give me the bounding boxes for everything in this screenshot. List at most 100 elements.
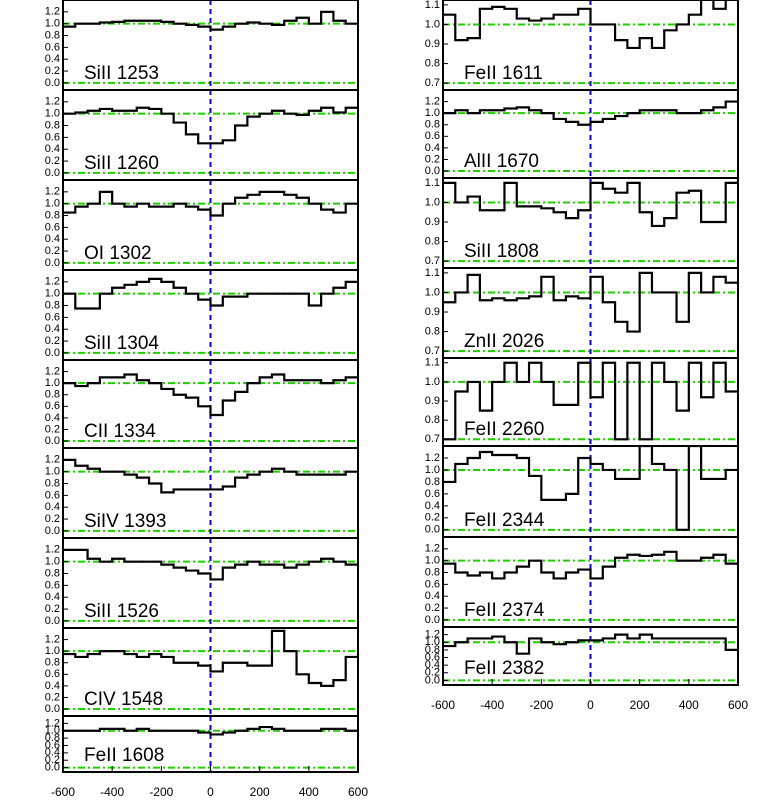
y-tick-label: 0.4 (425, 590, 440, 602)
ion-label: SiII 1808 (464, 241, 539, 262)
y-tick-label: 1.0 (425, 555, 440, 567)
x-tick-label: -400 (100, 785, 124, 799)
y-tick-label: 0.8 (45, 477, 60, 489)
y-tick-label: 0.0 (45, 77, 60, 89)
panel-frame (62, 715, 359, 773)
spectrum-line (443, 0, 727, 50)
y-tick-label: 1.2 (425, 629, 440, 641)
y-tick-label: 0.8 (45, 299, 60, 311)
spectrum-line (443, 181, 738, 228)
ion-label: FeII 2260 (464, 419, 544, 440)
y-tick-label: 0.4 (45, 680, 60, 692)
ion-label: FeII 1608 (84, 745, 164, 766)
y-tick-label: 1.2 (45, 186, 60, 198)
y-tick-label: 1.2 (45, 276, 60, 288)
ion-label: SiII 1260 (84, 153, 159, 174)
panel: 0.7 0.8 0.9 1.0 1.1 FeII 1611 (425, 0, 739, 91)
y-tick-label: 0.7 (425, 433, 440, 445)
y-tick-label: 1.0 (45, 556, 60, 568)
y-tick-label: 0.2 (45, 513, 60, 525)
y-tick-label: 0.2 (45, 423, 60, 435)
spectrum-line (63, 725, 358, 736)
x-tick-label: 400 (679, 698, 699, 712)
panel: 0.00.20.40.60.81.01.2 -600 -400 -200 0 200 400… (45, 715, 368, 799)
y-tick-label: 0.2 (45, 603, 60, 615)
y-tick-label: 0.8 (45, 29, 60, 41)
y-tick-label: 0.9 (425, 306, 440, 318)
y-tick-label: 0.0 (45, 761, 60, 773)
ion-label: SiII 1304 (84, 333, 159, 354)
y-tick-label: 0.6 (45, 131, 60, 143)
y-tick-label: 1.0 (425, 286, 440, 298)
x-tick-label: 600 (728, 698, 748, 712)
y-tick-label: 0.6 (45, 489, 60, 501)
panel: 0.00.20.40.60.81.01.2 SiII 1304 (45, 269, 359, 361)
y-tick-label: 0.8 (45, 119, 60, 131)
spectrum-line (443, 271, 738, 333)
y-tick-label: 0.6 (45, 579, 60, 591)
y-tick-label: 1.0 (45, 18, 60, 30)
panel-frame (442, 626, 739, 686)
y-tick-label: 0.0 (45, 347, 60, 359)
ion-label: FeII 2374 (464, 600, 545, 621)
y-tick-label: 1.2 (425, 95, 440, 107)
y-tick-label: 0.7 (425, 345, 440, 357)
panel: 0.00.20.40.60.81.01.2 SiII 1260 (45, 89, 359, 181)
y-tick-label: 1.1 (425, 177, 440, 189)
panel: 0.00.20.40.60.81.01.2 SiII 1526 (45, 537, 359, 629)
y-tick-label: 0.6 (45, 400, 60, 412)
y-tick-label: 0.2 (425, 667, 440, 679)
panel: 0.00.20.40.60.81.01.2 SiII 1253 (45, 0, 359, 91)
y-tick-label: 1.2 (45, 633, 60, 645)
y-tick-label: 0.9 (425, 395, 440, 407)
spectrum-line (63, 458, 358, 494)
y-tick-label: 0.2 (45, 335, 60, 347)
y-tick-label: 1.2 (45, 544, 60, 556)
spectrum-line (443, 633, 738, 655)
y-tick-label: 0.8 (425, 235, 440, 247)
x-tick-label: -600 (51, 785, 75, 799)
y-tick-label: 0.8 (45, 732, 60, 744)
ion-label: FeII 2344 (464, 510, 545, 531)
y-tick-label: 0.4 (425, 659, 440, 671)
y-tick-label: 0.6 (45, 221, 60, 233)
y-tick-label: 1.0 (45, 645, 60, 657)
y-tick-label: 0.8 (425, 414, 440, 426)
x-tick-label: 0 (587, 698, 594, 712)
ion-label: SiII 1253 (84, 63, 159, 84)
y-tick-label: 0.6 (425, 578, 440, 590)
y-tick-label: 0.4 (45, 323, 60, 335)
panel: 0.00.20.40.60.81.01.2 CII 1334 (45, 359, 359, 449)
y-tick-label: 0.6 (425, 488, 440, 500)
y-tick-label: 1.0 (45, 288, 60, 300)
y-tick-label: 1.2 (45, 365, 60, 377)
ion-label: SiIV 1393 (84, 511, 166, 532)
y-tick-label: 0.6 (425, 651, 440, 663)
spectrum-line (63, 106, 358, 145)
y-tick-label: 0.8 (425, 644, 440, 656)
y-tick-label: 1.2 (45, 454, 60, 466)
y-tick-label: 0.2 (45, 65, 60, 77)
y-tick-label: 1.1 (425, 267, 440, 279)
y-tick-label: 0.0 (45, 615, 60, 627)
y-tick-label: 0.6 (45, 41, 60, 53)
y-tick-label: 1.2 (45, 717, 60, 729)
panel: 0.7 0.8 0.9 1.0 1.1 ZnII 2026 (425, 267, 739, 359)
y-tick-label: 0.4 (45, 747, 60, 759)
y-tick-label: 0.4 (45, 143, 60, 155)
y-tick-label: 0.8 (425, 476, 440, 488)
y-tick-label: 1.2 (425, 543, 440, 555)
ion-label: OI 1302 (84, 243, 152, 264)
y-tick-label: 0.8 (425, 119, 440, 131)
y-tick-label: 0.8 (425, 57, 440, 69)
y-tick-label: 0.2 (45, 754, 60, 766)
y-tick-label: 0.6 (45, 311, 60, 323)
x-tick-label: -600 (431, 698, 455, 712)
y-tick-label: 1.0 (425, 107, 440, 119)
y-tick-label: 1.0 (45, 108, 60, 120)
y-tick-label: 0.0 (425, 524, 440, 536)
y-tick-label: 0.7 (425, 255, 440, 267)
spectrum-line (63, 10, 358, 31)
panel: 0.00.20.40.60.81.01.2 -600 -400 -200 0 200 400… (425, 626, 748, 712)
